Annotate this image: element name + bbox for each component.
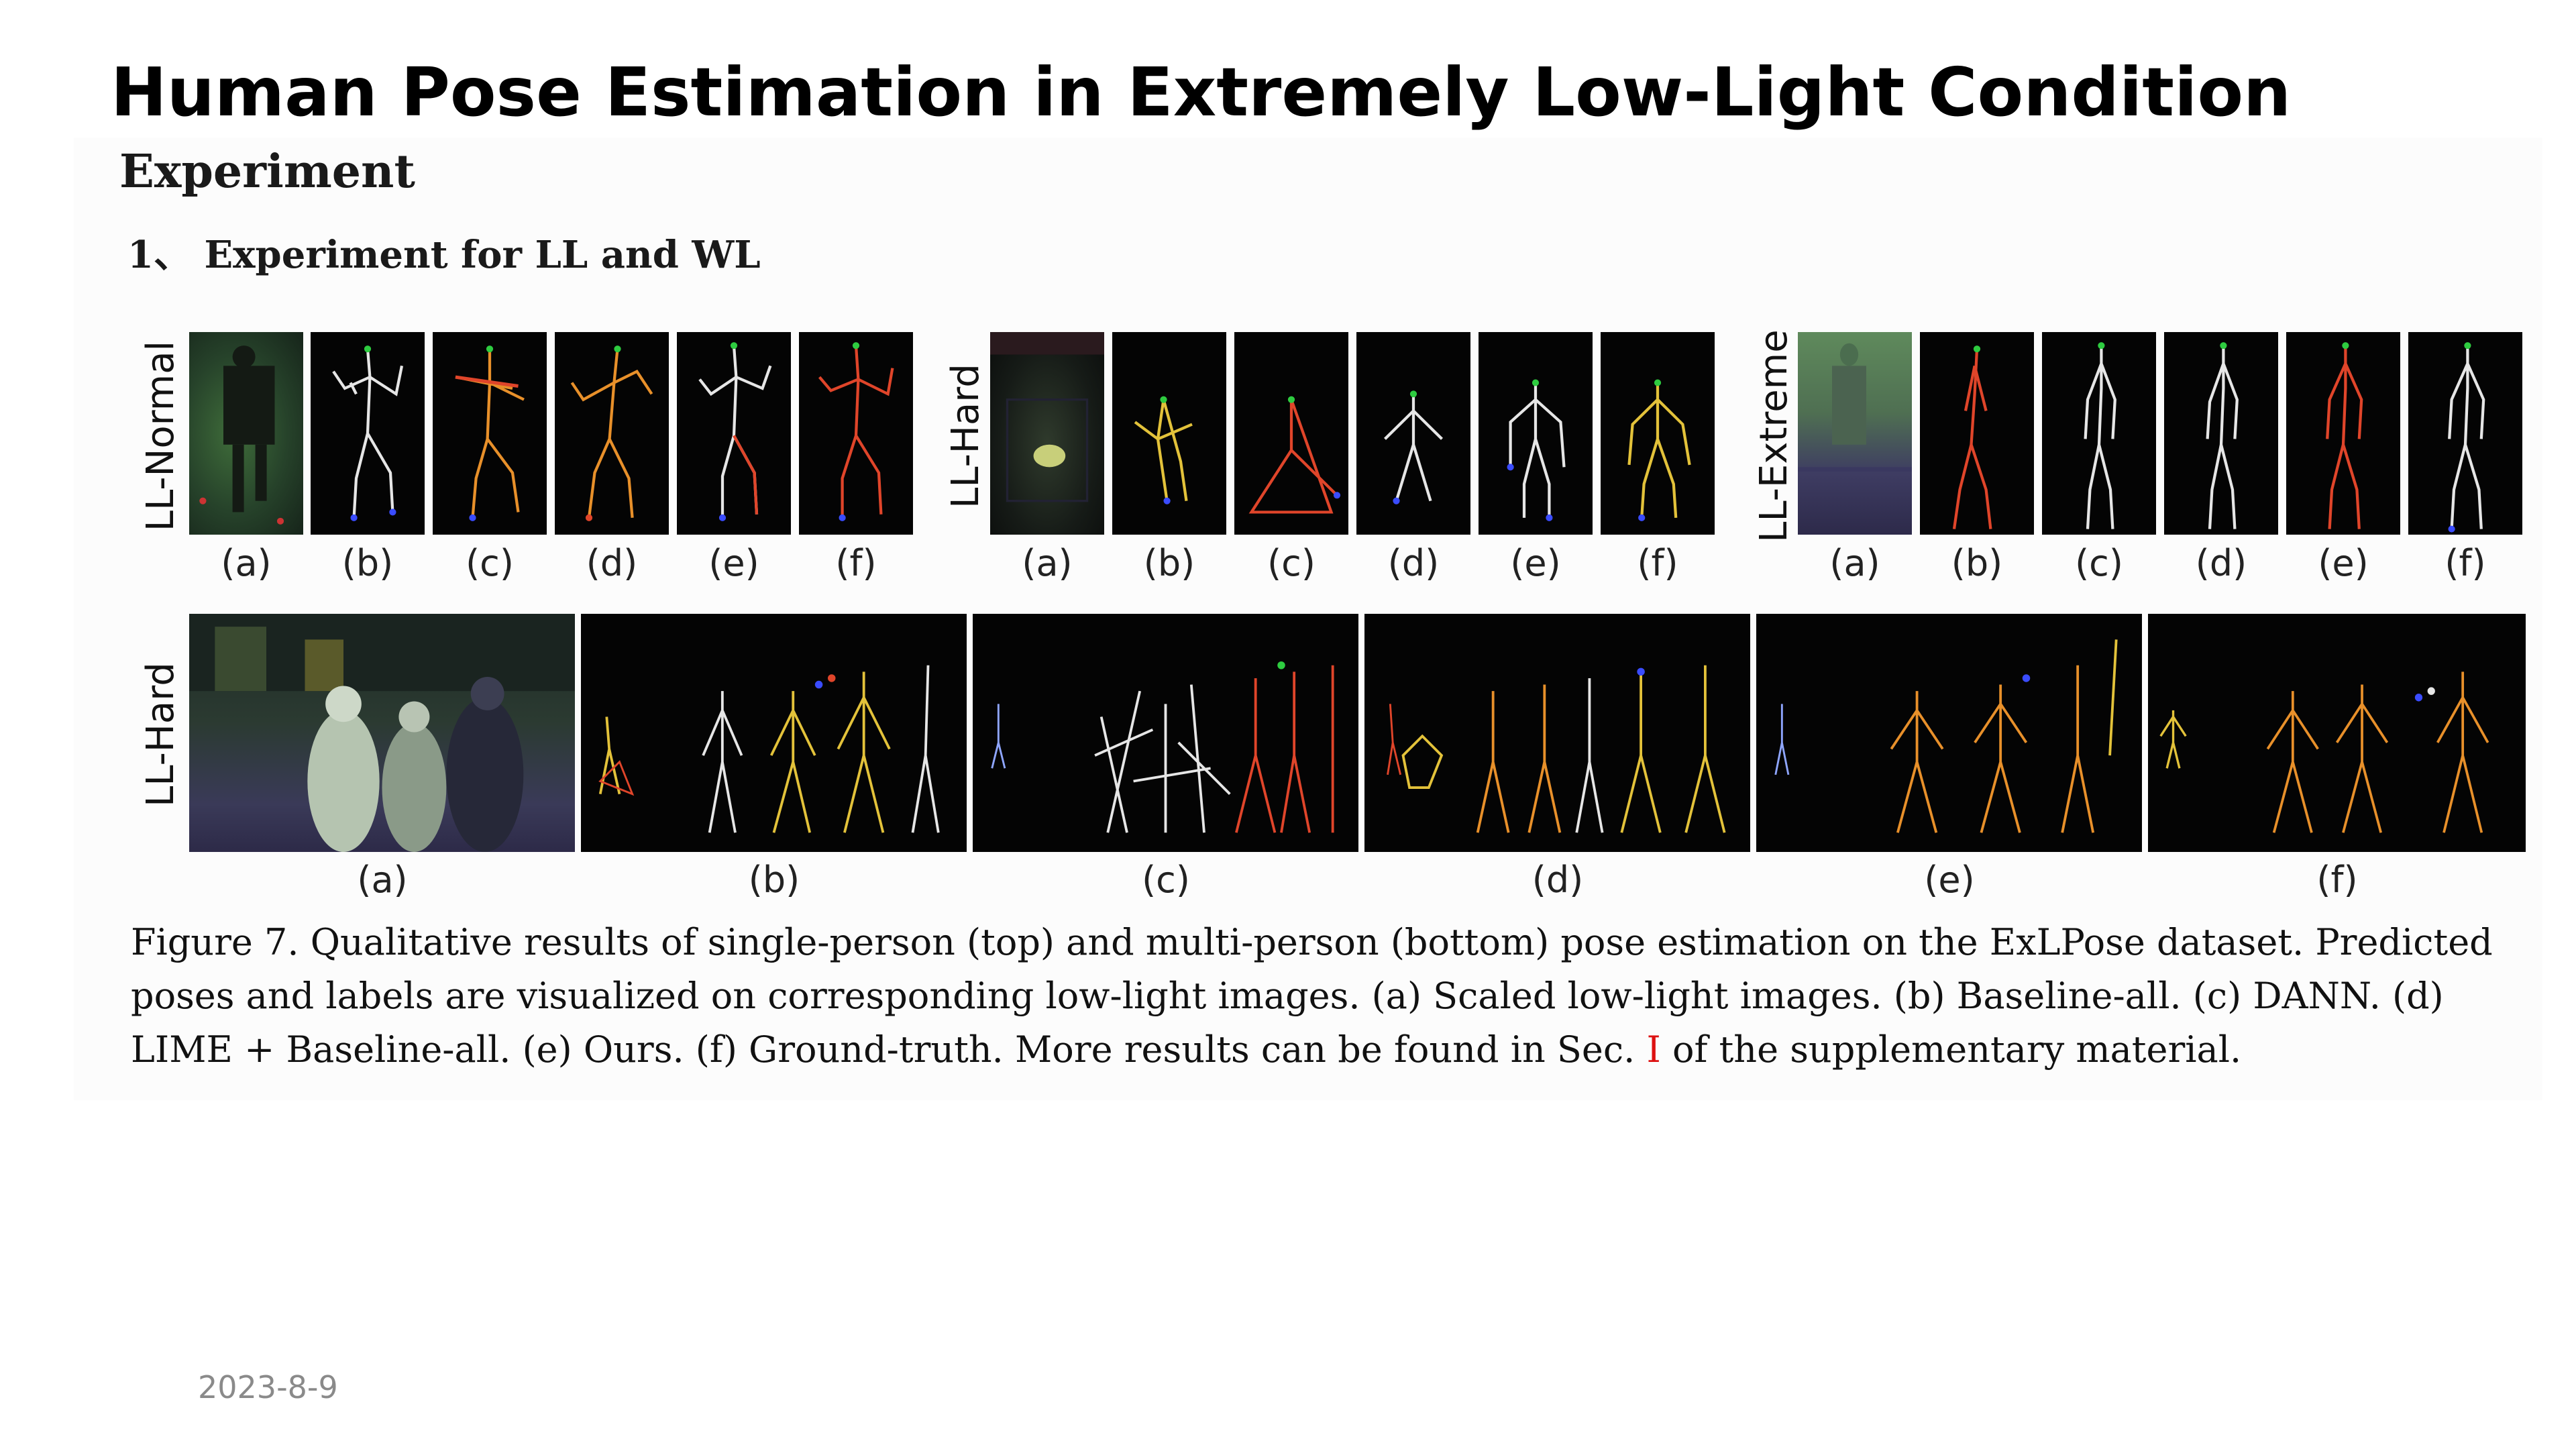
pose-panel-multi-e bbox=[1756, 614, 2142, 852]
panel-label-normal-a: (a) bbox=[221, 542, 272, 584]
pose-panel-hard-d bbox=[1356, 332, 1470, 535]
panel-label-normal-d: (d) bbox=[586, 542, 638, 584]
panel-label-extreme-e: (e) bbox=[2318, 542, 2369, 584]
panel-label-hard-e: (e) bbox=[1510, 542, 1561, 584]
pose-panel-multi-c bbox=[973, 614, 1358, 852]
pose-panel-extreme-f bbox=[2408, 332, 2522, 535]
panel-label-multi-c: (c) bbox=[1142, 859, 1190, 901]
caption-section-ref[interactable]: I bbox=[1646, 1028, 1661, 1071]
caption-text-after-ref: of the supplementary material. bbox=[1660, 1028, 2242, 1071]
panel-label-hard-a: (a) bbox=[1022, 542, 1073, 584]
panel-label-multi-a: (a) bbox=[357, 859, 408, 901]
slide-title: Human Pose Estimation in Extremely Low-L… bbox=[111, 53, 2292, 131]
footer-date: 2023-8-9 bbox=[198, 1369, 338, 1405]
pose-panel-normal-f bbox=[799, 332, 913, 535]
pose-panel-extreme-b bbox=[1920, 332, 2034, 535]
panel-label-multi-d: (d) bbox=[1532, 859, 1584, 901]
pose-panel-normal-b bbox=[311, 332, 425, 535]
panel-label-extreme-a: (a) bbox=[1829, 542, 1880, 584]
row-label-ll-extreme: LL-Extreme bbox=[1752, 329, 1796, 543]
photo-panel-multi-a bbox=[189, 614, 575, 852]
pose-panel-normal-c bbox=[433, 332, 547, 535]
pose-panel-hard-f bbox=[1601, 332, 1715, 535]
panel-label-normal-c: (c) bbox=[466, 542, 514, 584]
pose-panel-extreme-d bbox=[2164, 332, 2278, 535]
photo-panel-normal-a bbox=[189, 332, 303, 535]
panel-label-extreme-c: (c) bbox=[2075, 542, 2123, 584]
panel-label-hard-c: (c) bbox=[1267, 542, 1316, 584]
panel-label-multi-e: (e) bbox=[1924, 859, 1975, 901]
pose-panel-extreme-e bbox=[2286, 332, 2400, 535]
panel-label-extreme-b: (b) bbox=[1951, 542, 2003, 584]
pose-panel-normal-d bbox=[555, 332, 669, 535]
photo-panel-extreme-a bbox=[1798, 332, 1912, 535]
pose-panel-hard-e bbox=[1479, 332, 1593, 535]
row-label-ll-hard-bottom: LL-Hard bbox=[139, 662, 182, 807]
panel-label-extreme-d: (d) bbox=[2195, 542, 2247, 584]
pose-panel-multi-f bbox=[2148, 614, 2526, 852]
panel-label-hard-d: (d) bbox=[1387, 542, 1440, 584]
pose-panel-extreme-c bbox=[2042, 332, 2156, 535]
panel-label-hard-f: (f) bbox=[1637, 542, 1678, 584]
caption-text-before-ref: Figure 7. Qualitative results of single-… bbox=[131, 921, 2493, 1071]
pose-panel-hard-b bbox=[1112, 332, 1226, 535]
panel-label-hard-b: (b) bbox=[1143, 542, 1195, 584]
row-label-ll-normal: LL-Normal bbox=[139, 340, 182, 532]
photo-panel-hard-a bbox=[990, 332, 1104, 535]
panel-label-extreme-f: (f) bbox=[2445, 542, 2486, 584]
figure-caption: Figure 7. Qualitative results of single-… bbox=[131, 916, 2519, 1077]
pose-panel-multi-b bbox=[581, 614, 967, 852]
panel-label-normal-e: (e) bbox=[708, 542, 759, 584]
panel-label-multi-f: (f) bbox=[2316, 859, 2358, 901]
row-label-ll-hard-top: LL-Hard bbox=[944, 364, 987, 508]
subsection-heading: 1、 Experiment for LL and WL bbox=[127, 233, 761, 277]
pose-panel-normal-e bbox=[677, 332, 791, 535]
panel-label-normal-b: (b) bbox=[341, 542, 394, 584]
panel-label-multi-b: (b) bbox=[748, 859, 800, 901]
panel-label-normal-f: (f) bbox=[835, 542, 877, 584]
pose-panel-hard-c bbox=[1234, 332, 1348, 535]
section-heading: Experiment bbox=[119, 145, 415, 199]
pose-panel-multi-d bbox=[1364, 614, 1750, 852]
